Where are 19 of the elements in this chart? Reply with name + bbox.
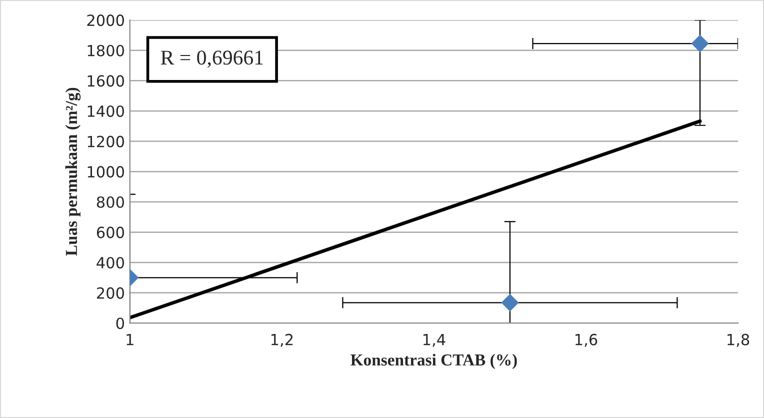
y-tick-label: 800 [96,196,124,208]
annotation: R = 0,69661 [160,50,263,68]
y-tick-label: 1400 [88,105,124,117]
y-tick-label: 2000 [87,14,124,26]
y-tick-label: 0 [116,318,124,330]
y-tick-label: 1200 [88,136,124,148]
y-axis-title: Luas permukaan (m²/g) [65,88,81,256]
y-tick-label: 1600 [88,75,124,87]
x-axis-title: Konsentrasi CTAB (%) [350,354,517,369]
y-tick-label: 400 [96,256,124,269]
y-tick-label: 1800 [88,44,124,56]
x-tick-label: 1,2 [271,334,293,347]
y-tick-label: 1000 [88,166,124,178]
y-tick-label: 600 [96,226,124,238]
y-tick-label: 200 [96,287,124,299]
x-tick-label: 1,4 [423,334,446,347]
x-tick-label: 1 [126,334,134,346]
x-tick-label: 1,8 [728,334,750,347]
x-tick-label: 1,6 [576,334,598,347]
